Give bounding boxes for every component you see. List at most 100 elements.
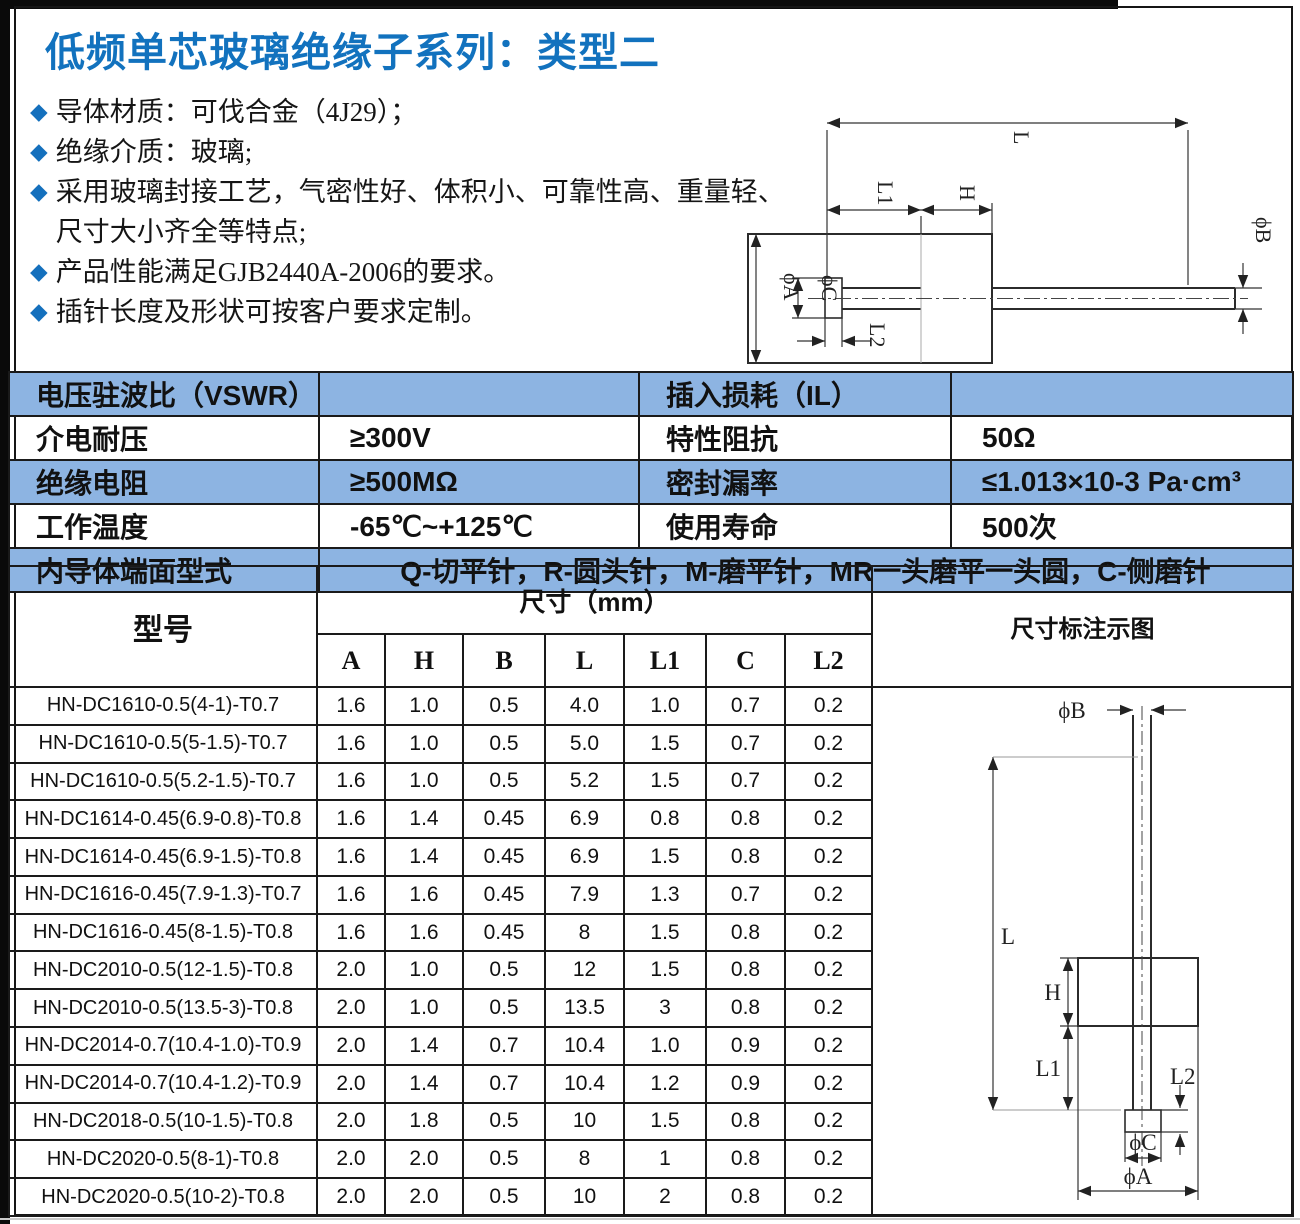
dim-cell: 6.9 — [544, 799, 625, 840]
dim-cell: 0.2 — [784, 1177, 873, 1217]
dim-label-L: L — [1009, 131, 1034, 144]
dim-label-phiC: ϕC — [1129, 1130, 1156, 1155]
dim-cell: 1.2 — [623, 1063, 707, 1104]
dim-cell: 0.9 — [705, 1026, 786, 1066]
col-header-L: L — [544, 633, 625, 688]
diamond-bullet-icon: ◆ — [30, 259, 48, 285]
col-header-L2: L2 — [784, 633, 873, 688]
feature-bullet-list: ◆ 导体材质：可伐合金（4J29）； ◆ 绝缘介质：玻璃; ◆ 采用玻璃封接工艺… — [30, 92, 810, 332]
dim-cell: 0.2 — [784, 1063, 873, 1104]
dim-cell: 0.8 — [705, 912, 786, 953]
model-cell: HN-DC1616-0.45(7.9-1.3)-T0.7 — [8, 874, 318, 915]
bullet-text: 插针长度及形状可按客户要求定制。 — [55, 297, 488, 327]
bottom-divider — [0, 1218, 1300, 1220]
dim-cell: 1.6 — [384, 912, 464, 953]
part-drawing-vertical: ϕB L H L1 L2 ϕC ϕA — [987, 698, 1199, 1200]
dim-cell: 2 — [623, 1177, 707, 1217]
dim-cell: 0.7 — [462, 1063, 546, 1104]
dim-cell: 5.2 — [544, 761, 625, 802]
dim-cell: 1.0 — [384, 950, 464, 991]
dim-cell: 0.2 — [784, 723, 873, 764]
dim-cell: 1.5 — [623, 950, 707, 991]
dim-cell: 0.8 — [705, 950, 786, 991]
list-item: ◆ 产品性能满足GJB2440A-2006的要求。 — [30, 252, 810, 292]
dim-cell: 0.2 — [784, 761, 873, 802]
spec-value — [318, 371, 640, 417]
dim-cell: 2.0 — [384, 1177, 464, 1217]
list-item: ◆ 采用玻璃封接工艺，气密性好、体积小、可靠性高、重量轻、 尺寸大小齐全等特点; — [30, 172, 810, 252]
dim-cell: 0.7 — [705, 874, 786, 915]
list-item: ◆ 插针长度及形状可按客户要求定制。 — [30, 292, 810, 332]
dim-cell: 1.0 — [623, 686, 707, 726]
dim-cell: 0.5 — [462, 761, 546, 802]
table-row: HN-DC1616-0.45(8-1.5)-T0.8 1.6 1.6 0.45 … — [8, 912, 1293, 953]
col-header-C: C — [705, 633, 786, 688]
dim-label-phiC: ϕC — [817, 275, 842, 301]
dim-label-H: H — [955, 185, 980, 201]
model-cell: HN-DC2010-0.5(13.5-3)-T0.8 — [8, 988, 318, 1029]
dim-cell: 0.8 — [705, 988, 786, 1029]
dim-cell: 0.7 — [705, 686, 786, 726]
dim-cell: 0.45 — [462, 799, 546, 840]
table-row: HN-DC2010-0.5(12-1.5)-T0.8 2.0 1.0 0.5 1… — [8, 950, 1293, 991]
dim-cell: 1.0 — [384, 988, 464, 1029]
dim-cell: 0.7 — [705, 723, 786, 764]
dim-cell: 12 — [544, 950, 625, 991]
dim-cell: 7.9 — [544, 874, 625, 915]
table-row: HN-DC2018-0.5(10-1.5)-T0.8 2.0 1.8 0.5 1… — [8, 1101, 1293, 1142]
dim-cell: 1.4 — [384, 1026, 464, 1066]
spec-label: 密封漏率 — [638, 459, 952, 505]
dims-group-header: 尺寸（mm） — [316, 565, 873, 635]
model-cell: HN-DC1614-0.45(6.9-1.5)-T0.8 — [8, 837, 318, 877]
model-cell: HN-DC2020-0.5(10-2)-T0.8 — [8, 1177, 318, 1217]
dim-cell: 8 — [544, 912, 625, 953]
dim-cell: 1.6 — [316, 874, 386, 915]
dim-cell: 0.5 — [462, 1101, 546, 1142]
dim-cell: 1.6 — [316, 686, 386, 726]
col-header-L1: L1 — [623, 633, 707, 688]
part-drawing-horizontal: L L1 H ϕA ϕC L2 ϕB — [747, 117, 1276, 364]
dim-cell: 0.8 — [705, 837, 786, 877]
dim-cell: 0.2 — [784, 950, 873, 991]
dim-cell: 0.45 — [462, 874, 546, 915]
model-cell: HN-DC1616-0.45(8-1.5)-T0.8 — [8, 912, 318, 953]
dim-label-L1: L1 — [873, 181, 898, 205]
dim-cell: 1.6 — [384, 874, 464, 915]
dim-cell: 0.2 — [784, 1139, 873, 1180]
col-header-B: B — [462, 633, 546, 688]
dim-cell: 0.5 — [462, 723, 546, 764]
dim-cell: 1.6 — [316, 837, 386, 877]
dim-label-phiB: ϕB — [1251, 217, 1276, 243]
spec-label: 插入损耗（IL） — [638, 371, 952, 417]
dim-cell: 1.8 — [384, 1101, 464, 1142]
dim-cell: 1.6 — [316, 799, 386, 840]
dim-cell: 1.0 — [384, 686, 464, 726]
dim-cell: 0.2 — [784, 686, 873, 726]
dimension-diagram-cell: ϕB L H L1 L2 ϕC ϕA — [871, 686, 1294, 1217]
dim-cell: 0.5 — [462, 686, 546, 726]
table-row: HN-DC1614-0.45(6.9-1.5)-T0.8 1.6 1.4 0.4… — [8, 837, 1293, 877]
dim-label-phiA: ϕA — [779, 273, 804, 301]
dim-cell: 0.2 — [784, 988, 873, 1029]
model-cell: HN-DC2014-0.7(10.4-1.0)-T0.9 — [8, 1026, 318, 1066]
table-row: HN-DC1610-0.5(5.2-1.5)-T0.7 1.6 1.0 0.5 … — [8, 761, 1293, 802]
spec-label: 特性阻抗 — [638, 415, 952, 461]
dim-label-L2: L2 — [1170, 1064, 1196, 1089]
dim-cell: 1.4 — [384, 1063, 464, 1104]
table-row: 绝缘电阻 ≥500MΩ 密封漏率 ≤1.013×10-3 Pa·cm³ — [8, 459, 1294, 505]
dim-cell: 0.8 — [623, 799, 707, 840]
dim-cell: 1.5 — [623, 1101, 707, 1142]
dim-cell: 2.0 — [316, 988, 386, 1029]
table-row: HN-DC2014-0.7(10.4-1.0)-T0.9 2.0 1.4 0.7… — [8, 1026, 1293, 1066]
spec-value: 50Ω — [950, 415, 1294, 461]
model-cell: HN-DC2014-0.7(10.4-1.2)-T0.9 — [8, 1063, 318, 1104]
spec-value: ≥300V — [318, 415, 640, 461]
table-row: HN-DC1610-0.5(5-1.5)-T0.7 1.6 1.0 0.5 5.… — [8, 723, 1293, 764]
table-subheader-row: A H B L L1 C L2 — [9, 633, 1293, 688]
dim-cell: 1.3 — [623, 874, 707, 915]
spec-value: -65℃~+125℃ — [318, 503, 640, 549]
dim-cell: 0.7 — [462, 1026, 546, 1066]
bullet-text: 导体材质：可伐合金（4J29）； — [55, 97, 418, 127]
dim-cell: 1.5 — [623, 761, 707, 802]
dim-cell: 2.0 — [316, 1177, 386, 1217]
